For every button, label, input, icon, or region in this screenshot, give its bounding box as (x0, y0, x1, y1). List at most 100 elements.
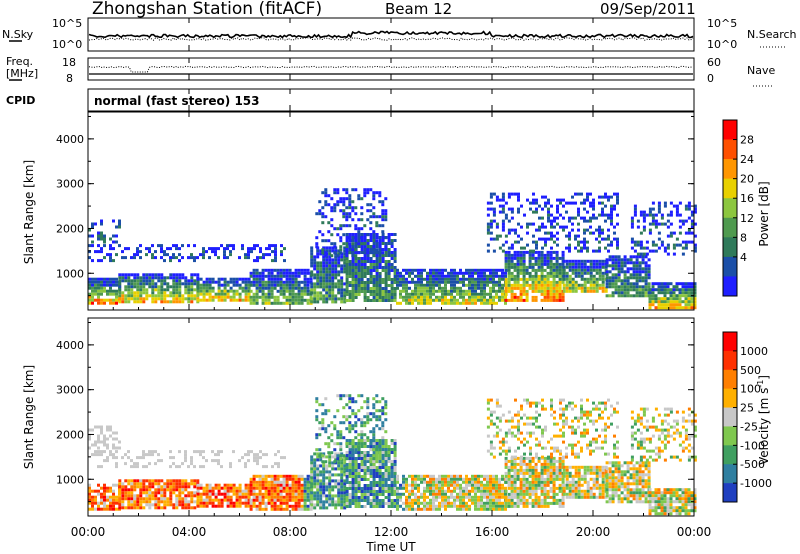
scatter-cell (282, 295, 286, 299)
scatter-cell (340, 276, 344, 280)
scatter-cell (178, 253, 181, 257)
scatter-cell (94, 280, 97, 284)
scatter-cell (375, 293, 379, 296)
scatter-cell (510, 295, 514, 299)
scatter-cell (641, 291, 645, 295)
scatter-cell (532, 201, 535, 205)
scatter-cell (620, 270, 624, 274)
scatter-cell (669, 282, 673, 286)
scatter-cell (552, 274, 556, 278)
scatter-cell (88, 234, 91, 238)
scatter-cell (112, 283, 115, 287)
scatter-cell (178, 479, 182, 483)
scatter-cell (187, 279, 191, 283)
scatter-cell (489, 495, 492, 499)
scatter-cell (343, 488, 347, 492)
scatter-cell (319, 500, 323, 504)
scatter-cell (523, 213, 526, 217)
scatter-cell (613, 237, 616, 241)
scatter-cell (214, 504, 218, 508)
scatter-cell (252, 283, 256, 287)
scatter-cell (528, 253, 532, 257)
scatter-cell (306, 301, 310, 305)
scatter-cell (393, 248, 397, 251)
scatter-cell (529, 222, 532, 226)
scatter-cell (553, 234, 556, 238)
scatter-cell (331, 276, 335, 280)
scatter-cell (444, 489, 447, 493)
scatter-cell (163, 294, 167, 298)
scatter-cell (291, 301, 295, 305)
scatter-cell (675, 294, 679, 298)
scatter-cell (456, 492, 459, 496)
scatter-cell (513, 495, 517, 499)
scatter-cell (537, 498, 541, 502)
scatter-cell (366, 242, 370, 245)
scatter-cell (549, 471, 553, 475)
scatter-cell (136, 494, 140, 498)
scatter-cell (390, 233, 394, 236)
scatter-cell (211, 492, 215, 496)
scatter-cell (501, 219, 505, 223)
scatter-cell (103, 286, 106, 290)
scatter-cell (316, 249, 320, 253)
scatter-cell (519, 480, 523, 484)
scatter-cell (345, 245, 349, 248)
scatter-cell (552, 462, 556, 466)
scatter-cell (522, 474, 526, 478)
scatter-cell (303, 271, 307, 275)
scatter-cell (366, 493, 370, 496)
scatter-cell (274, 244, 277, 248)
scatter-cell (519, 298, 523, 302)
scatter-cell (387, 460, 391, 463)
scatter-cell (264, 504, 268, 508)
scatter-cell (91, 504, 94, 508)
scatter-cell (319, 297, 323, 301)
scatter-cell (378, 484, 382, 487)
scatter-cell (148, 506, 152, 510)
scatter-cell (531, 298, 535, 302)
scatter-cell (660, 240, 664, 244)
scatter-cell (226, 492, 230, 496)
scatter-cell (565, 289, 569, 293)
scatter-cell (337, 467, 341, 471)
scatter-cell (351, 460, 355, 463)
scatter-cell (411, 501, 414, 505)
scatter-cell (381, 502, 385, 505)
scatter-cell (220, 486, 224, 490)
scatter-cell (100, 292, 103, 296)
scatter-cell (381, 293, 385, 296)
scatter-cell (432, 286, 435, 290)
scatter-cell (516, 468, 520, 472)
scatter-cell (139, 291, 143, 295)
scatter-cell (369, 469, 373, 472)
scatter-cell (142, 488, 146, 492)
scatter-cell (337, 473, 341, 477)
scatter-cell (324, 203, 328, 207)
scatter-cell (605, 279, 609, 283)
scatter-cell (477, 477, 480, 481)
scatter-cell (462, 507, 465, 511)
scatter-cell (626, 279, 630, 283)
scatter-cell (681, 282, 685, 286)
scatter-cell (565, 274, 569, 278)
scatter-cell (574, 268, 578, 272)
scatter-cell (456, 504, 459, 508)
colorbar-tick-label: 4 (740, 251, 747, 264)
scatter-cell (555, 259, 559, 263)
scatter-cell (438, 277, 441, 281)
scatter-cell (384, 281, 388, 284)
scatter-cell (360, 284, 364, 287)
scatter-cell (369, 266, 373, 269)
scatter-cell (145, 479, 149, 483)
scatter-cell (88, 256, 91, 260)
scatter-cell (690, 210, 694, 214)
scatter-cell (468, 492, 471, 496)
scatter-cell (88, 280, 91, 284)
scatter-cell (325, 288, 329, 292)
scatter-cell (468, 292, 471, 296)
scatter-cell (381, 472, 385, 475)
scatter-cell (669, 222, 673, 226)
scatter-cell (261, 498, 265, 502)
scatter-cell (441, 495, 444, 499)
